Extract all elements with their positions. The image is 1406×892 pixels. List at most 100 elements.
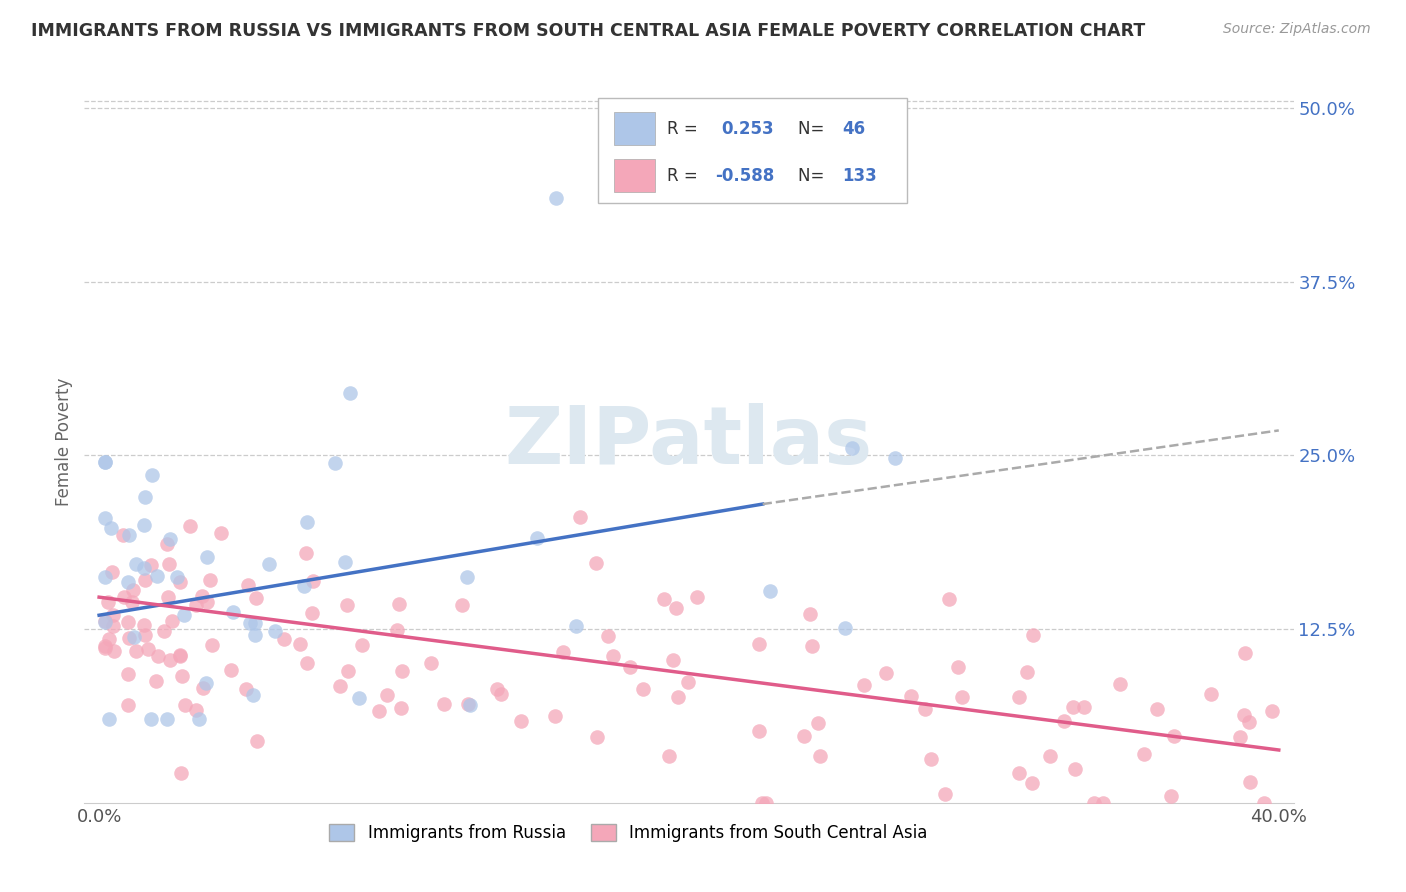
Point: [834, 622, 856, 636]
Y-axis label: Female Poverty: Female Poverty: [55, 377, 73, 506]
Point: [264, 624, 287, 638]
Point: [335, 555, 357, 569]
Legend: Immigrants from Russia, Immigrants from South Central Asia: Immigrants from Russia, Immigrants from …: [323, 817, 934, 848]
Text: R =: R =: [668, 167, 703, 185]
Point: [122, 582, 145, 597]
Point: [173, 608, 195, 623]
Point: [900, 689, 922, 703]
Point: [1083, 796, 1105, 810]
Point: [103, 644, 125, 658]
Point: [172, 669, 194, 683]
Point: [938, 592, 960, 607]
Point: [1261, 704, 1284, 718]
Point: [946, 660, 969, 674]
Point: [132, 618, 155, 632]
Text: N=: N=: [797, 120, 830, 137]
Text: 0.253: 0.253: [721, 120, 775, 137]
Point: [367, 704, 389, 718]
Point: [134, 628, 156, 642]
Point: [1063, 762, 1085, 776]
Point: [389, 701, 412, 715]
Point: [238, 616, 260, 631]
Point: [94, 570, 117, 584]
Point: [169, 648, 191, 662]
Point: [631, 681, 654, 696]
Point: [336, 664, 359, 678]
Point: [1021, 776, 1043, 790]
Point: [166, 569, 188, 583]
Point: [509, 714, 531, 728]
Point: [1091, 796, 1114, 810]
Point: [246, 734, 269, 748]
Point: [187, 713, 209, 727]
Point: [125, 558, 148, 572]
Point: [388, 597, 411, 611]
Point: [184, 703, 207, 717]
Point: [339, 385, 361, 400]
Point: [94, 455, 117, 469]
Point: [122, 631, 145, 645]
Point: [141, 713, 163, 727]
Point: [658, 748, 681, 763]
Point: [457, 698, 479, 712]
Point: [544, 709, 567, 723]
Point: [751, 796, 773, 810]
Point: [94, 639, 117, 653]
Point: [602, 649, 624, 664]
Point: [259, 558, 281, 572]
Text: 133: 133: [842, 167, 877, 185]
Point: [124, 644, 146, 658]
Point: [456, 570, 478, 584]
Point: [112, 590, 135, 604]
Point: [748, 724, 770, 739]
Point: [200, 638, 222, 652]
Point: [391, 664, 413, 678]
Point: [117, 615, 139, 629]
Text: ZIPatlas: ZIPatlas: [505, 402, 873, 481]
Point: [117, 667, 139, 681]
Point: [920, 752, 942, 766]
Point: [132, 561, 155, 575]
FancyBboxPatch shape: [614, 159, 655, 193]
Point: [141, 558, 163, 572]
Point: [134, 574, 156, 588]
Point: [97, 595, 120, 609]
Point: [1253, 796, 1275, 810]
Point: [118, 528, 141, 542]
Point: [619, 660, 641, 674]
Point: [759, 584, 782, 599]
Point: [245, 591, 267, 605]
Point: [1229, 730, 1251, 744]
Point: [235, 681, 257, 696]
Point: [292, 579, 315, 593]
Point: [458, 698, 481, 712]
Point: [676, 674, 699, 689]
Point: [101, 565, 124, 579]
Point: [169, 649, 191, 664]
Point: [801, 639, 824, 653]
Point: [793, 729, 815, 743]
Point: [1146, 701, 1168, 715]
Point: [101, 618, 124, 632]
Point: [302, 574, 325, 588]
Point: [807, 716, 830, 731]
Point: [111, 527, 134, 541]
Point: [145, 673, 167, 688]
Point: [1017, 665, 1039, 679]
Point: [170, 766, 193, 780]
Point: [875, 666, 897, 681]
Point: [565, 619, 588, 633]
Point: [101, 607, 124, 622]
Point: [419, 656, 441, 670]
Point: [195, 595, 218, 609]
Point: [98, 713, 121, 727]
Point: [198, 574, 221, 588]
Point: [485, 681, 508, 696]
Point: [852, 678, 875, 692]
Point: [148, 648, 170, 663]
Point: [585, 556, 607, 570]
Point: [209, 525, 232, 540]
Point: [1233, 646, 1256, 660]
Point: [569, 509, 592, 524]
Point: [1073, 699, 1095, 714]
